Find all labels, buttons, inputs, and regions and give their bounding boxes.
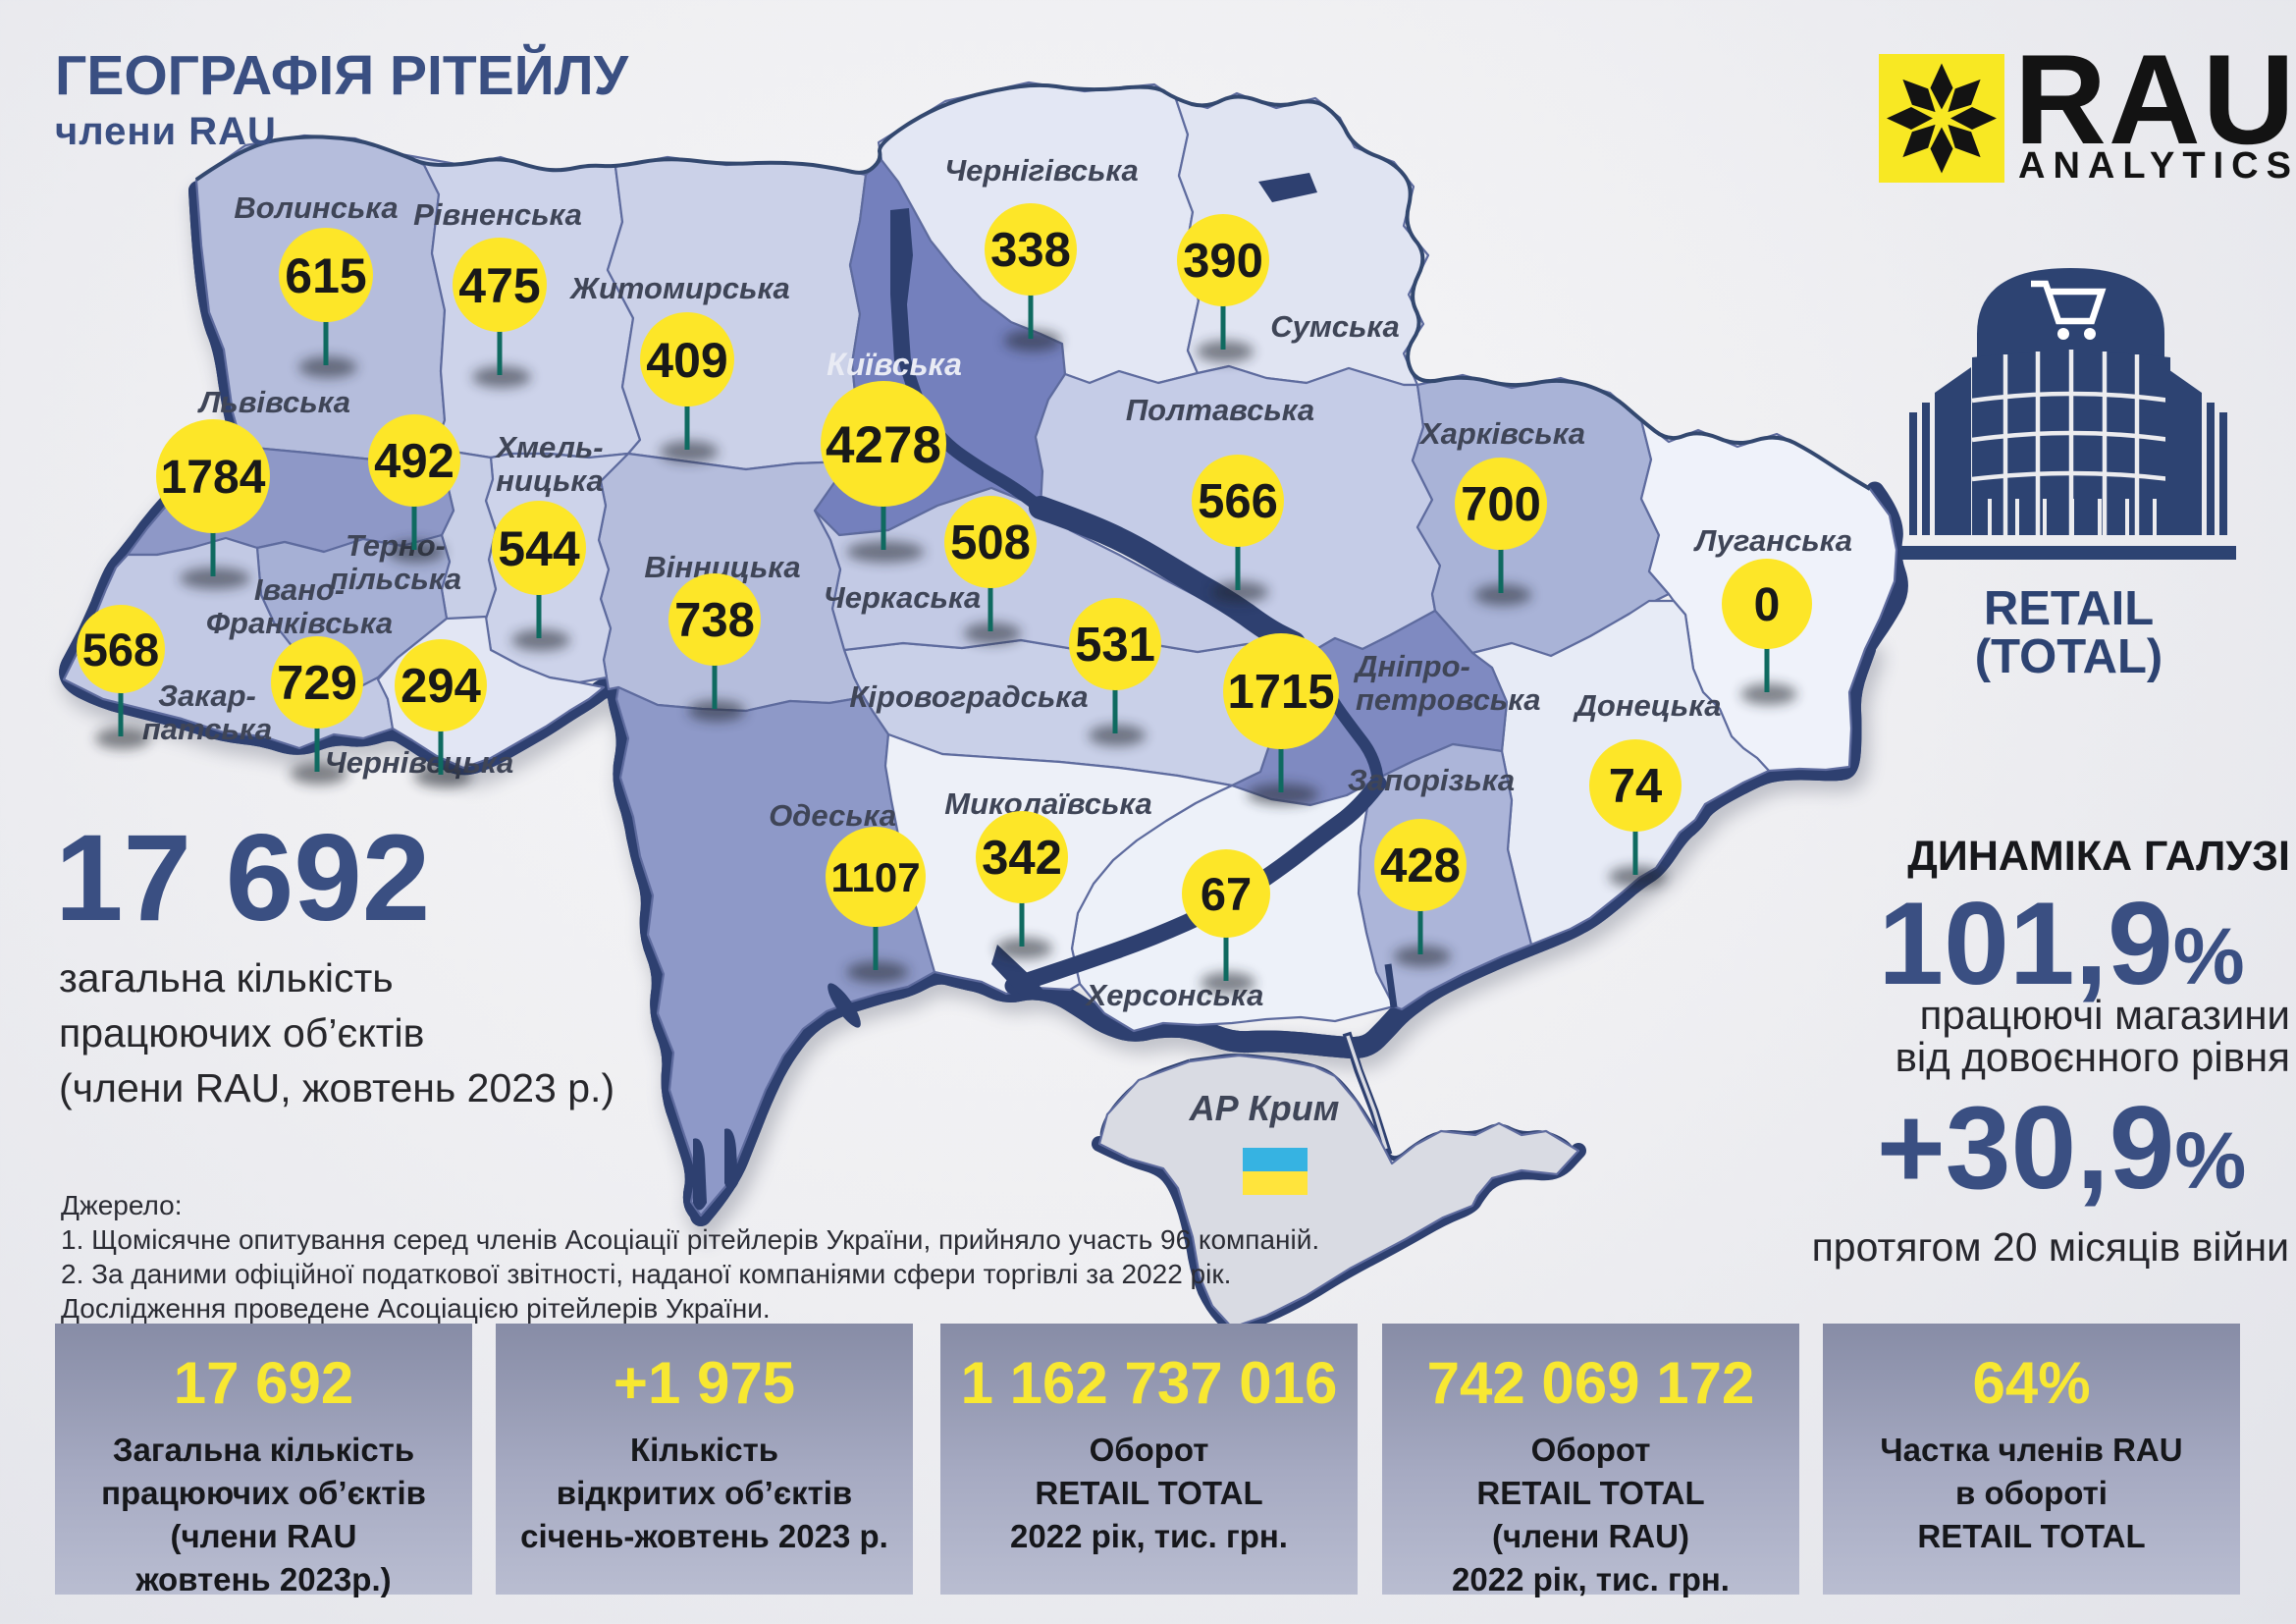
svg-text:Донецька: Донецька bbox=[1572, 688, 1721, 723]
svg-text:700: 700 bbox=[1461, 478, 1541, 531]
svg-text:0: 0 bbox=[1754, 579, 1781, 631]
svg-text:475: 475 bbox=[458, 258, 540, 313]
svg-text:566: 566 bbox=[1198, 475, 1278, 528]
svg-text:738: 738 bbox=[674, 594, 755, 647]
svg-text:67: 67 bbox=[1201, 868, 1252, 920]
svg-text:пільська: пільська bbox=[330, 562, 461, 596]
svg-text:74: 74 bbox=[1609, 760, 1663, 813]
svg-text:428: 428 bbox=[1380, 839, 1461, 893]
svg-text:Рівненська: Рівненська bbox=[413, 197, 582, 232]
svg-text:петровська: петровська bbox=[1356, 682, 1541, 717]
svg-text:Житомирська: Житомирська bbox=[568, 271, 790, 305]
svg-text:Хмель-: Хмель- bbox=[494, 430, 603, 464]
svg-text:338: 338 bbox=[990, 224, 1071, 277]
svg-text:615: 615 bbox=[285, 248, 366, 303]
svg-text:409: 409 bbox=[646, 333, 727, 388]
svg-text:патська: патська bbox=[142, 712, 272, 746]
svg-text:342: 342 bbox=[982, 832, 1062, 885]
svg-text:1715: 1715 bbox=[1227, 666, 1334, 719]
svg-text:Київська: Київська bbox=[827, 347, 962, 382]
svg-text:729: 729 bbox=[277, 657, 357, 710]
svg-text:4278: 4278 bbox=[826, 416, 941, 474]
svg-text:390: 390 bbox=[1183, 235, 1263, 288]
svg-text:ницька: ницька bbox=[496, 463, 603, 498]
svg-text:Львівська: Львівська bbox=[197, 385, 350, 419]
svg-text:Харківська: Харківська bbox=[1418, 416, 1585, 451]
svg-text:508: 508 bbox=[950, 516, 1031, 569]
svg-text:568: 568 bbox=[82, 623, 159, 676]
svg-text:Кіровоградська: Кіровоградська bbox=[849, 679, 1088, 714]
svg-text:Миколаївська: Миколаївська bbox=[944, 786, 1151, 821]
svg-text:Черкаська: Черкаська bbox=[824, 580, 981, 615]
svg-text:Волинська: Волинська bbox=[234, 190, 398, 225]
svg-text:544: 544 bbox=[498, 521, 580, 576]
svg-text:Закар-: Закар- bbox=[158, 678, 256, 713]
svg-text:Івано-: Івано- bbox=[254, 572, 345, 607]
svg-text:531: 531 bbox=[1075, 619, 1155, 672]
svg-text:АР Крим: АР Крим bbox=[1189, 1088, 1340, 1128]
svg-text:Полтавська: Полтавська bbox=[1126, 393, 1314, 427]
svg-text:492: 492 bbox=[374, 435, 454, 488]
svg-text:Луганська: Луганська bbox=[1693, 523, 1852, 558]
svg-text:Запорізька: Запорізька bbox=[1348, 763, 1515, 797]
svg-text:Франківська: Франківська bbox=[206, 606, 393, 640]
svg-text:Сумська: Сумська bbox=[1270, 309, 1400, 344]
svg-text:1784: 1784 bbox=[161, 452, 266, 504]
svg-text:294: 294 bbox=[400, 660, 481, 713]
svg-text:1107: 1107 bbox=[830, 854, 920, 900]
svg-text:Чернігівська: Чернігівська bbox=[944, 153, 1139, 188]
svg-text:Дніпро-: Дніпро- bbox=[1353, 649, 1470, 683]
